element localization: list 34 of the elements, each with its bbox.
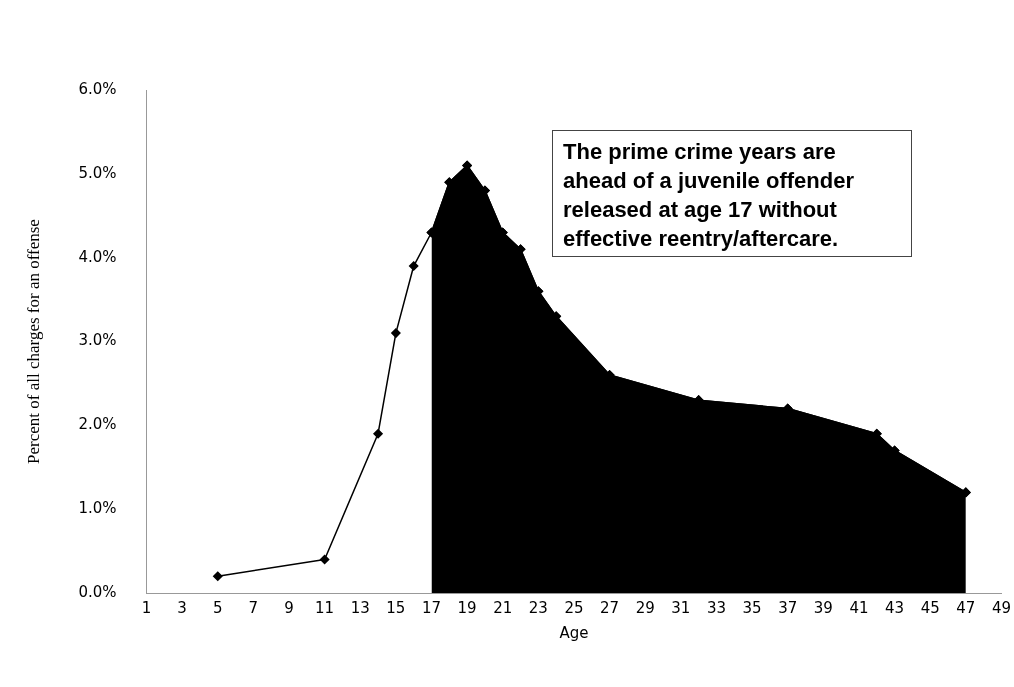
x-tick-label: 7 — [248, 598, 259, 617]
x-tick-label: 31 — [671, 598, 691, 617]
y-tick-label: 0.0% — [78, 582, 117, 601]
x-tick-label: 25 — [564, 598, 584, 617]
x-tick-label: 41 — [849, 598, 869, 617]
x-tick-label: 29 — [635, 598, 655, 617]
y-tick-label: 5.0% — [78, 163, 117, 182]
y-tick-label: 1.0% — [78, 499, 117, 518]
x-tick-label: 33 — [706, 598, 727, 617]
x-tick-label: 39 — [813, 598, 833, 617]
x-tick-label: 9 — [284, 598, 294, 617]
x-tick-label: 5 — [212, 598, 223, 617]
x-tick-label: 13 — [350, 598, 370, 617]
x-tick-label: 37 — [778, 598, 798, 617]
x-tick-label: 11 — [315, 598, 335, 617]
x-tick-label: 45 — [920, 598, 940, 617]
x-tick-label: 35 — [742, 598, 762, 617]
x-tick-label: 27 — [600, 598, 620, 617]
x-tick-label: 43 — [885, 598, 905, 617]
y-tick-label: 6.0% — [78, 79, 117, 98]
x-tick-label: 47 — [956, 598, 976, 617]
y-axis-title: Percent of all charges for an offense — [23, 219, 43, 464]
x-tick-label: 15 — [386, 598, 406, 617]
x-tick-label: 49 — [991, 598, 1011, 617]
x-tick-label: 23 — [528, 598, 548, 617]
x-tick-label: 3 — [177, 598, 187, 617]
x-tick-label: 19 — [457, 598, 477, 617]
x-tick-label: 1 — [141, 598, 152, 617]
y-tick-label: 2.0% — [78, 415, 117, 434]
x-tick-label: 17 — [421, 598, 442, 617]
y-tick-label: 3.0% — [78, 331, 117, 350]
x-axis-title: Age — [559, 623, 589, 642]
y-tick-label: 4.0% — [78, 247, 117, 266]
x-tick-label: 21 — [493, 598, 513, 617]
